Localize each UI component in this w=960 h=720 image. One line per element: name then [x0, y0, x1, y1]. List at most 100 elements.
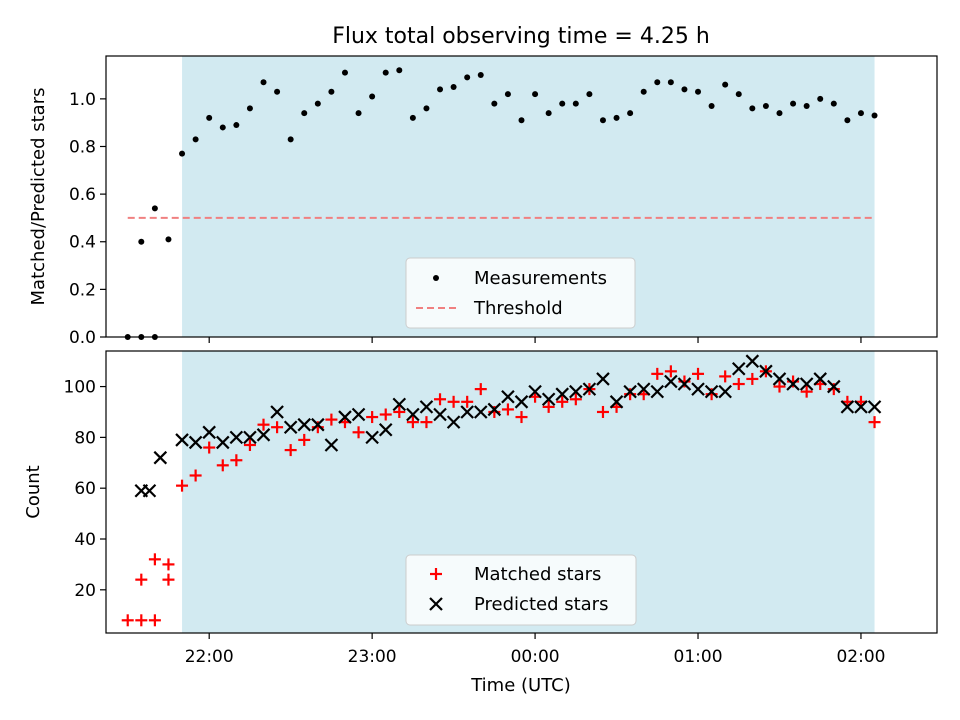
measurement-point — [817, 95, 824, 102]
matched-star-point — [868, 416, 881, 429]
time-x-ticks: 22:00 23:00 00:00 01:00 02:00 — [185, 633, 885, 667]
matched-star-point — [298, 433, 311, 446]
predicted-star-point — [759, 364, 773, 379]
predicted-star-point — [813, 372, 828, 386]
legend-marker-measurements — [433, 275, 439, 281]
predicted-star-point — [786, 377, 800, 391]
matched-star-point — [148, 614, 161, 627]
measurement-point — [599, 117, 606, 124]
measurement-point — [735, 91, 742, 98]
measurement-point — [301, 110, 308, 117]
measurement-point — [491, 100, 498, 107]
matched-star-point — [366, 411, 379, 424]
measurement-point — [708, 103, 715, 110]
predicted-star-point — [636, 382, 651, 396]
measurement-point — [654, 79, 661, 86]
measurement-point — [830, 100, 837, 107]
matched-star-point — [135, 573, 148, 586]
measurement-point — [165, 236, 172, 243]
measurement-point — [138, 238, 145, 245]
measurement-point — [477, 72, 484, 79]
measurement-point — [681, 86, 688, 93]
measurement-point — [341, 69, 348, 76]
count-y-axis-label: Count — [23, 465, 44, 518]
legend-box — [405, 257, 636, 329]
measurement-point — [586, 91, 593, 98]
matched-star-point — [746, 372, 759, 385]
predicted-star-point — [569, 384, 583, 399]
measurement-point — [369, 93, 376, 100]
y-tick-label: 0.4 — [69, 233, 96, 253]
measurement-point — [423, 105, 430, 112]
predicted-star-point — [202, 425, 216, 440]
y-tick-label: 0.2 — [69, 280, 96, 300]
matched-star-point — [352, 426, 365, 439]
y-tick-label: 60 — [74, 479, 96, 499]
matched-star-point — [447, 395, 460, 408]
x-tick-label: 00:00 — [511, 647, 560, 667]
matched-star-point — [121, 614, 134, 627]
matched-star-point — [515, 411, 528, 424]
measurement-point — [695, 88, 702, 95]
measurement-points — [124, 67, 878, 340]
matched-star-point — [176, 479, 189, 492]
legend-label-measurements: Measurements — [474, 268, 607, 289]
measurement-point — [274, 88, 281, 95]
measurement-point — [246, 105, 253, 112]
measurement-point — [206, 114, 213, 121]
matched-star-point — [230, 454, 243, 467]
legend-label-matched: Matched stars — [474, 564, 601, 585]
predicted-star-point — [215, 435, 230, 450]
matched-star-point — [189, 469, 202, 482]
measurement-point — [776, 110, 783, 117]
count-legend: Matched stars Predicted stars — [405, 554, 637, 626]
measurement-point — [722, 81, 729, 88]
measurement-point — [287, 136, 294, 143]
matched-star-point — [148, 553, 161, 566]
predicted-star-point — [528, 384, 542, 399]
measurement-point — [871, 112, 878, 119]
predicted-star-point — [473, 405, 488, 419]
x-tick-label: 23:00 — [348, 647, 397, 667]
predicted-star-point — [582, 382, 597, 396]
predicted-star-point — [677, 377, 692, 391]
predicted-star-point — [609, 395, 624, 409]
predicted-star-point — [243, 430, 257, 445]
x-tick-label: 01:00 — [674, 647, 723, 667]
predicted-star-point — [392, 397, 407, 412]
predicted-star-point — [256, 428, 271, 442]
matched-star-point — [135, 614, 148, 627]
y-tick-label: 40 — [74, 530, 96, 550]
matched-star-point — [434, 393, 447, 406]
y-tick-label: 20 — [74, 581, 96, 601]
measurement-point — [762, 103, 769, 110]
predicted-star-point — [555, 387, 570, 401]
predicted-star-point — [650, 384, 665, 399]
matched-star-point — [420, 416, 433, 429]
ratio-y-axis-label: Matched/Predicted stars — [28, 88, 49, 306]
count-axes-frame — [105, 350, 938, 634]
measurement-point — [233, 122, 240, 129]
measurement-point — [803, 103, 810, 110]
measurement-point — [464, 74, 471, 81]
matched-star-point — [800, 385, 813, 398]
matched-star-point — [719, 370, 732, 383]
predicted-star-point — [142, 483, 157, 498]
matched-star-point — [406, 416, 419, 429]
predicted-star-point — [175, 433, 189, 447]
measurement-point — [179, 150, 186, 157]
predicted-star-point — [270, 405, 284, 419]
measurement-point — [409, 114, 416, 121]
predicted-star-point — [772, 372, 787, 386]
matched-star-point — [379, 408, 392, 421]
matched-star-point — [393, 405, 406, 418]
y-tick-label: 0.6 — [69, 185, 96, 205]
y-tick-label: 80 — [74, 428, 96, 448]
predicted-star-point — [501, 389, 515, 404]
predicted-star-point — [840, 400, 855, 414]
predicted-star-point — [541, 392, 556, 407]
measurement-point — [219, 124, 226, 131]
measurement-point — [504, 91, 511, 98]
predicted-star-points — [134, 354, 882, 498]
